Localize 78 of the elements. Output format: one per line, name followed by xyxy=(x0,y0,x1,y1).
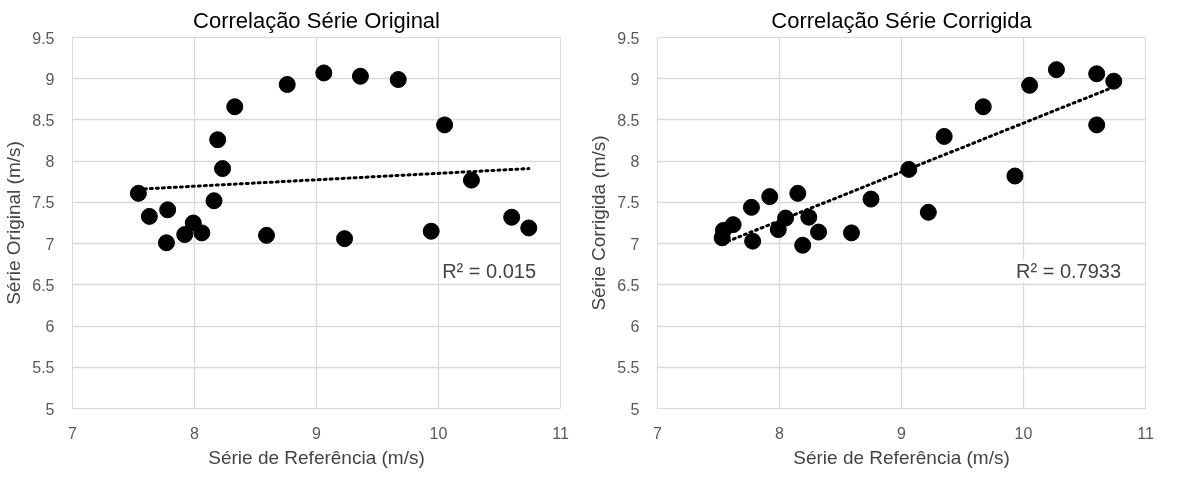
y-tick-label: 7.5 xyxy=(32,194,55,212)
x-tick-label: 9 xyxy=(897,424,907,442)
point xyxy=(422,222,440,240)
y-tick-label: 5.5 xyxy=(617,359,640,377)
point xyxy=(1088,65,1106,83)
point xyxy=(226,98,244,116)
point xyxy=(209,131,227,149)
point xyxy=(724,216,742,234)
point xyxy=(389,71,407,89)
x-tick-label: 8 xyxy=(190,424,200,442)
point xyxy=(205,192,223,210)
y-tick-label: 7.5 xyxy=(617,194,640,212)
point xyxy=(503,208,521,226)
y-tick-label: 6 xyxy=(45,318,55,336)
y-axis-title: Série Corrigida (m/s) xyxy=(588,135,610,311)
point xyxy=(462,171,480,189)
point xyxy=(862,190,880,208)
x-tick-label: 7 xyxy=(653,424,663,442)
point xyxy=(278,76,296,93)
x-tick-label: 10 xyxy=(429,424,448,442)
point xyxy=(1105,72,1123,90)
y-tick-label: 6.5 xyxy=(617,276,640,294)
point xyxy=(974,98,992,116)
annotation: R² = 0.7933 xyxy=(1016,260,1122,283)
point xyxy=(436,116,454,134)
y-tick-label: 9.5 xyxy=(617,29,640,47)
point xyxy=(520,219,538,237)
y-tick-label: 6.5 xyxy=(32,276,55,294)
x-tick-label: 9 xyxy=(312,424,322,442)
point xyxy=(919,203,937,221)
y-tick-label: 5 xyxy=(630,400,640,418)
point xyxy=(1047,61,1065,79)
point xyxy=(789,184,807,202)
y-tick-label: 5.5 xyxy=(32,359,55,377)
point xyxy=(214,160,232,178)
x-tick-label: 7 xyxy=(68,424,78,442)
point xyxy=(1021,76,1039,94)
point xyxy=(159,201,177,219)
point xyxy=(800,208,818,226)
point xyxy=(744,232,762,250)
y-tick-label: 7 xyxy=(630,235,640,253)
point xyxy=(336,230,354,248)
y-axis-title: Série Original (m/s) xyxy=(3,141,25,305)
point xyxy=(351,67,369,85)
y-tick-label: 8.5 xyxy=(617,111,640,129)
point xyxy=(742,198,760,216)
x-axis-title: Série de Referência (m/s) xyxy=(793,446,1010,468)
point xyxy=(140,207,158,225)
point xyxy=(1006,167,1024,185)
y-tick-label: 9 xyxy=(45,70,55,88)
point xyxy=(129,184,147,202)
annotation: R² = 0.015 xyxy=(442,260,537,283)
point xyxy=(810,223,828,241)
y-tick-label: 9.5 xyxy=(32,29,55,47)
y-tick-label: 8 xyxy=(630,153,640,171)
x-tick-label: 8 xyxy=(775,424,785,442)
x-tick-label: 11 xyxy=(1137,424,1154,442)
y-tick-label: 6 xyxy=(630,318,640,336)
point xyxy=(257,226,275,244)
point xyxy=(794,236,812,254)
y-tick-label: 8.5 xyxy=(32,111,55,129)
x-tick-label: 11 xyxy=(552,424,569,442)
y-tick-label: 7 xyxy=(45,235,55,253)
chart-title: Correlação Série Corrigida xyxy=(771,7,1033,33)
point xyxy=(193,224,211,242)
point xyxy=(157,234,175,252)
point xyxy=(176,226,194,244)
point xyxy=(1088,116,1106,134)
point xyxy=(935,127,953,145)
point xyxy=(315,64,333,82)
x-tick-label: 10 xyxy=(1014,424,1033,442)
point xyxy=(761,188,779,206)
y-tick-label: 5 xyxy=(45,400,55,418)
y-tick-label: 9 xyxy=(630,70,640,88)
point xyxy=(842,224,860,242)
chart-title: Correlação Série Original xyxy=(193,7,440,33)
x-axis-title: Série de Referência (m/s) xyxy=(208,446,425,468)
y-tick-label: 8 xyxy=(45,153,55,171)
